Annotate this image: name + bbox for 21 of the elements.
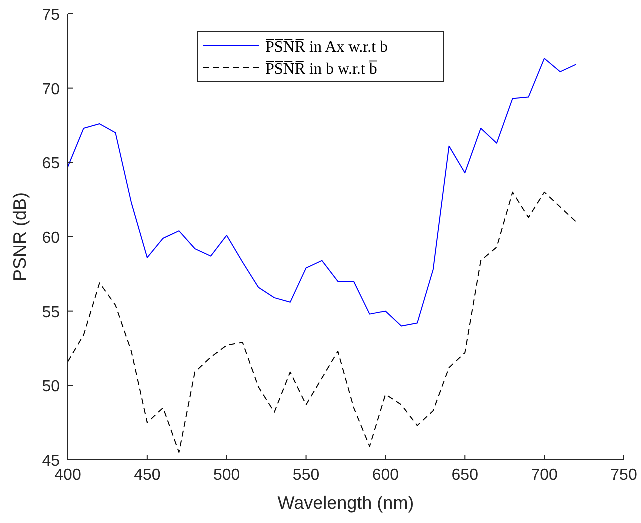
x-tick-label: 750 xyxy=(610,467,638,484)
y-tick-label: 60 xyxy=(42,230,60,247)
line-series xyxy=(68,58,577,327)
x-axis-title: Wavelength (nm) xyxy=(278,493,414,513)
y-tick-label: 45 xyxy=(42,453,60,470)
x-tick-label: 600 xyxy=(372,467,400,484)
line-series xyxy=(68,192,577,454)
x-tick-label: 700 xyxy=(531,467,558,484)
y-axis-title: PSNR (dB) xyxy=(10,192,30,282)
x-tick-label: 550 xyxy=(292,467,320,484)
y-tick-label: 75 xyxy=(42,7,60,24)
x-tick-label: 450 xyxy=(134,467,161,484)
y-tick-label: 50 xyxy=(42,378,60,396)
legend-label: P̅S̅N̅R̅ in Ax w.r.t b xyxy=(265,38,388,56)
y-tick-label: 55 xyxy=(42,304,60,322)
x-tick-label: 650 xyxy=(452,467,479,484)
y-tick-label: 65 xyxy=(42,156,60,173)
x-tick-label: 500 xyxy=(214,467,240,484)
y-tick-label: 70 xyxy=(42,81,60,98)
x-tick-label: 400 xyxy=(54,467,82,484)
legend-label: P̅S̅N̅R̅ in b w.r.t b̅ xyxy=(265,60,378,78)
